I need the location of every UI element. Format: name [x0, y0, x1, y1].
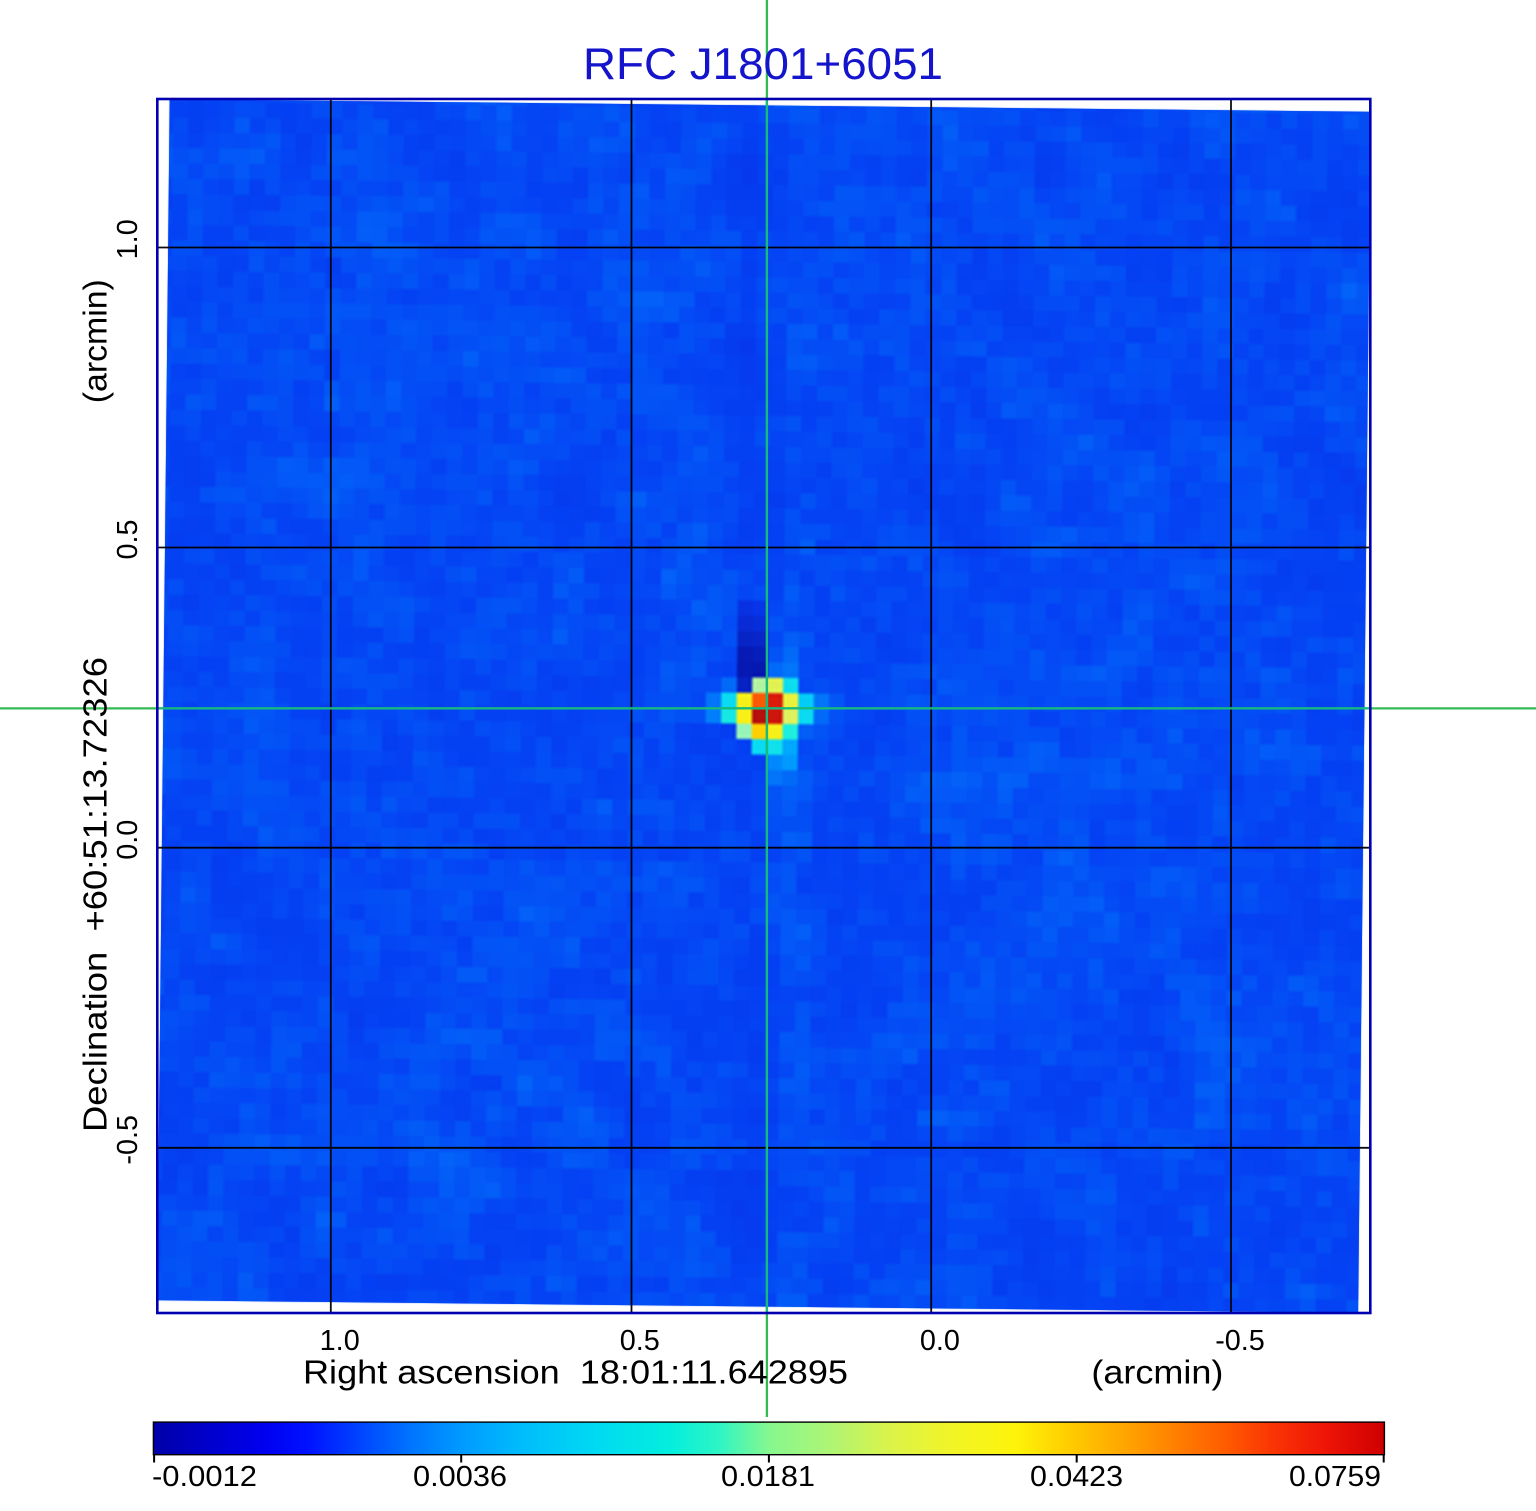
svg-text:0.0: 0.0: [112, 820, 144, 860]
svg-text:0.5: 0.5: [112, 519, 144, 559]
svg-text:-0.0012: -0.0012: [152, 1461, 257, 1493]
svg-text:0.0: 0.0: [920, 1325, 960, 1357]
svg-text:1.0: 1.0: [320, 1325, 360, 1357]
svg-text:(arcmin): (arcmin): [1091, 1353, 1223, 1391]
svg-text:0.0423: 0.0423: [1030, 1461, 1123, 1493]
svg-text:0.0759: 0.0759: [1289, 1461, 1381, 1493]
svg-text:Declination +60:51:13.72326: Declination +60:51:13.72326: [77, 657, 115, 1132]
svg-text:RFC J1801+6051: RFC J1801+6051: [583, 40, 943, 89]
svg-text:-0.5: -0.5: [1215, 1325, 1265, 1357]
svg-text:0.0181: 0.0181: [721, 1461, 815, 1493]
svg-text:-0.5: -0.5: [112, 1115, 144, 1165]
svg-text:1.0: 1.0: [112, 219, 144, 259]
svg-text:0.5: 0.5: [620, 1325, 660, 1357]
svg-text:Right ascension 18:01:11.6428: Right ascension 18:01:11.642895: [303, 1353, 848, 1391]
svg-text:0.0036: 0.0036: [413, 1461, 507, 1493]
svg-text:(arcmin): (arcmin): [77, 279, 115, 403]
